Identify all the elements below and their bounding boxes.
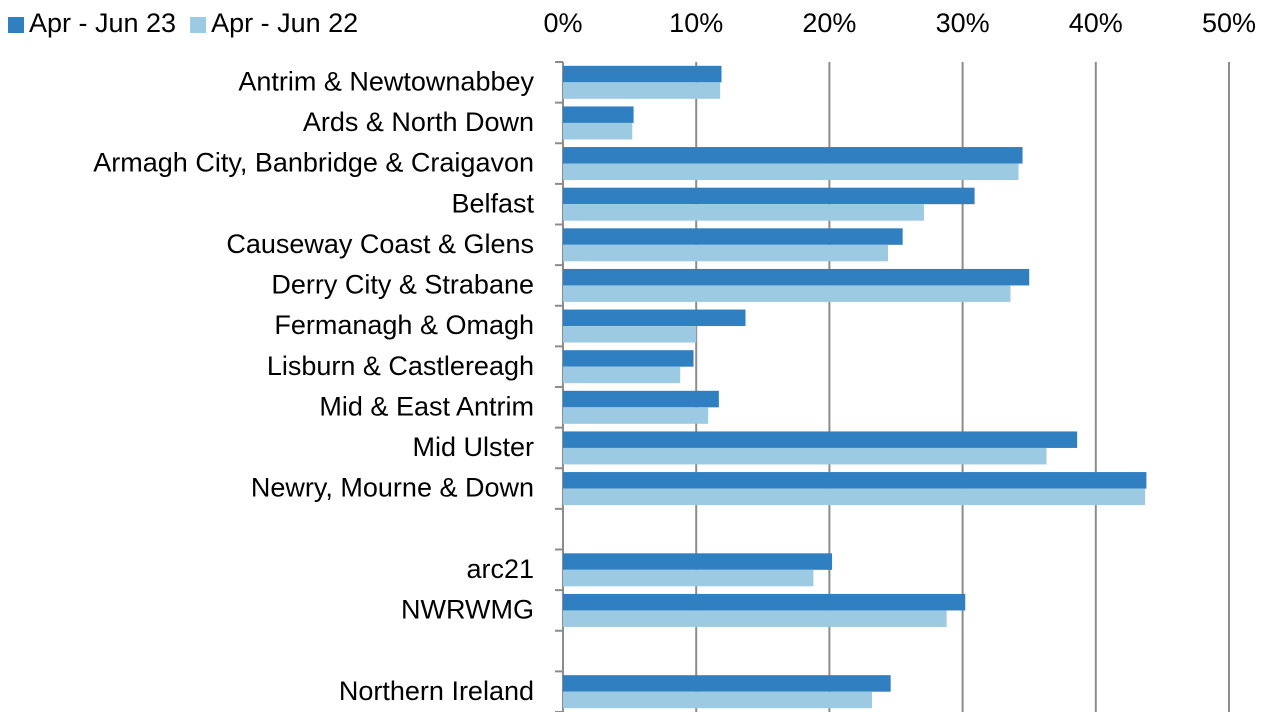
- legend-swatch: [8, 17, 24, 33]
- bar: [563, 285, 1011, 302]
- legend-label: Apr - Jun 23: [29, 8, 176, 38]
- x-tick-label: 10%: [669, 8, 723, 38]
- x-tick-label: 0%: [543, 8, 582, 38]
- y-tick-label: Lisburn & Castlereagh: [267, 351, 534, 381]
- bar: [563, 675, 891, 692]
- bar: [563, 447, 1047, 465]
- y-tick-label: Mid Ulster: [412, 432, 534, 462]
- bar: [563, 268, 1030, 286]
- bar: [563, 326, 697, 343]
- bar: [563, 610, 947, 627]
- bar: [563, 147, 1023, 164]
- bar: [563, 553, 833, 570]
- x-tick-label: 40%: [1069, 8, 1123, 38]
- bar: [563, 204, 924, 221]
- bar: [563, 228, 903, 245]
- bar: [563, 244, 889, 262]
- y-tick-label: Northern Ireland: [339, 676, 534, 706]
- y-tick-label: NWRWMG: [401, 595, 534, 625]
- bar: [563, 593, 966, 611]
- y-tick-label: Ards & North Down: [303, 107, 534, 137]
- bar: [563, 187, 975, 205]
- x-tick-label: 50%: [1202, 8, 1256, 38]
- y-tick-label: Causeway Coast & Glens: [226, 229, 534, 259]
- y-tick-label: Belfast: [451, 188, 534, 218]
- bar: [563, 472, 1147, 489]
- bar: [563, 65, 722, 83]
- bar: [563, 407, 709, 424]
- x-tick-label: 20%: [802, 8, 856, 38]
- bar: [563, 390, 719, 408]
- bar: [563, 122, 633, 140]
- x-tick-label: 30%: [936, 8, 990, 38]
- bar: [563, 366, 681, 384]
- y-tick-label: Mid & East Antrim: [319, 391, 534, 421]
- bar: [563, 350, 694, 367]
- bar: [563, 488, 1146, 506]
- bar: [563, 569, 814, 587]
- bar: [563, 309, 746, 327]
- bar: [563, 163, 1019, 181]
- bar: [563, 691, 873, 709]
- bar: [563, 106, 634, 123]
- y-tick-label: Armagh City, Banbridge & Craigavon: [93, 148, 534, 178]
- bar: [563, 82, 721, 99]
- bar: [563, 431, 1078, 448]
- y-tick-label: Derry City & Strabane: [271, 270, 534, 300]
- legend-label: Apr - Jun 22: [211, 8, 358, 38]
- y-tick-label: Newry, Mourne & Down: [251, 473, 534, 503]
- y-tick-label: Antrim & Newtownabbey: [238, 66, 534, 96]
- legend-swatch: [190, 17, 207, 33]
- y-tick-label: arc21: [466, 554, 534, 584]
- y-tick-label: Fermanagh & Omagh: [274, 310, 534, 340]
